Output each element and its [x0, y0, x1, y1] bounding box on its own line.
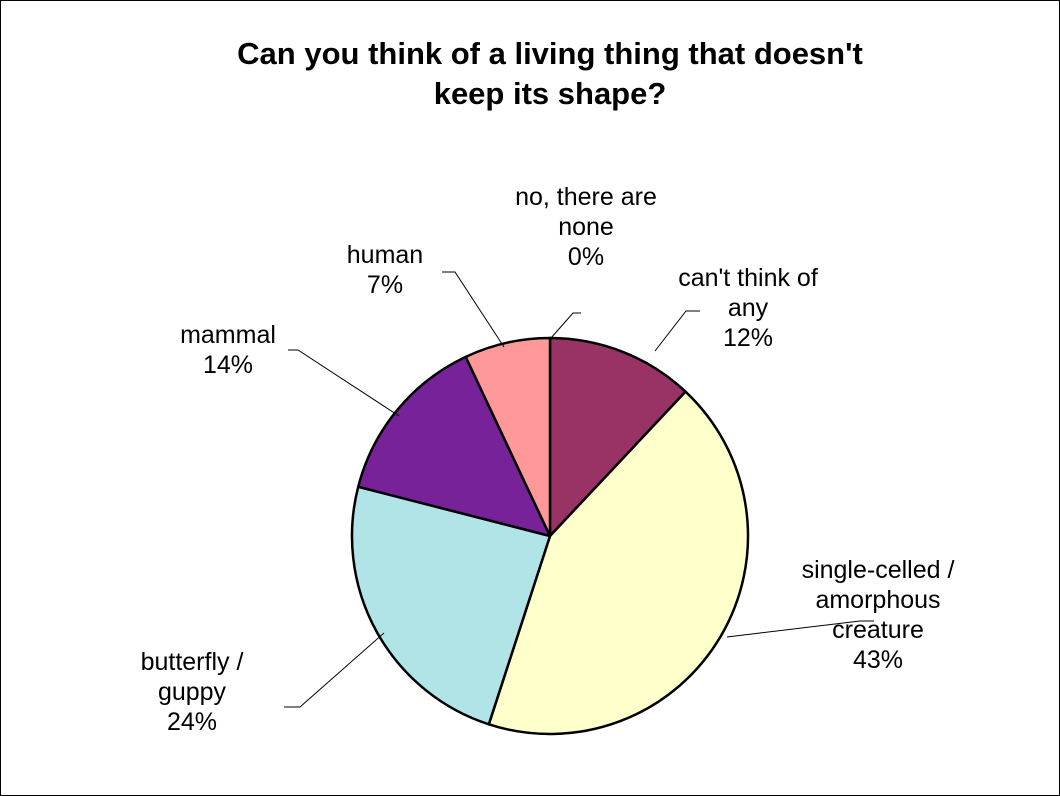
data-label-single-celled: single-celled / amorphous creature 43%	[802, 556, 955, 674]
leader-line-mammal	[288, 349, 400, 417]
data-label-text: butterfly /	[141, 648, 244, 676]
chart-title-line-1: Can you think of a living thing that doe…	[237, 36, 863, 71]
data-label-percent: 14%	[203, 351, 253, 379]
data-label-no-there-are: no, there are none 0%	[515, 183, 657, 271]
data-label-text: creature	[832, 616, 924, 644]
data-label-text: human	[347, 241, 423, 269]
leader-line-no-there-are	[550, 312, 581, 339]
leader-line-single-celled	[726, 620, 874, 638]
leader-line-human	[442, 271, 505, 348]
chart-title-line-2: keep its shape?	[434, 76, 667, 111]
data-label-percent: 12%	[723, 324, 773, 352]
data-label-can-t-think-of: can't think of any 12%	[678, 264, 818, 352]
pie-slice-mammal	[356, 355, 552, 538]
data-label-text: mammal	[180, 321, 276, 349]
data-label-percent: 0%	[568, 243, 604, 271]
data-label-text: guppy	[158, 678, 227, 706]
data-label-text: can't think of	[678, 264, 818, 292]
data-label-text: single-celled /	[802, 556, 955, 584]
data-label-mammal: mammal 14%	[180, 321, 276, 379]
leader-line-butterfly	[284, 632, 385, 708]
pie-slice-butterfly	[350, 485, 552, 726]
data-label-text: any	[728, 294, 769, 322]
data-label-percent: 7%	[367, 271, 403, 299]
leader-line-can-t-think-of	[654, 310, 700, 352]
data-label-percent: 43%	[853, 646, 903, 674]
data-label-percent: 24%	[167, 708, 217, 736]
data-label-text: none	[558, 213, 614, 241]
pie-slice-human	[464, 336, 552, 538]
data-label-text: amorphous	[815, 586, 940, 614]
data-label-human: human 7%	[347, 241, 423, 299]
pie-slice-can-t-think-of	[548, 336, 687, 538]
data-label-text: no, there are	[515, 183, 657, 211]
pie-slice-single-celled	[487, 390, 750, 736]
data-label-butterfly: butterfly / guppy 24%	[141, 648, 244, 736]
